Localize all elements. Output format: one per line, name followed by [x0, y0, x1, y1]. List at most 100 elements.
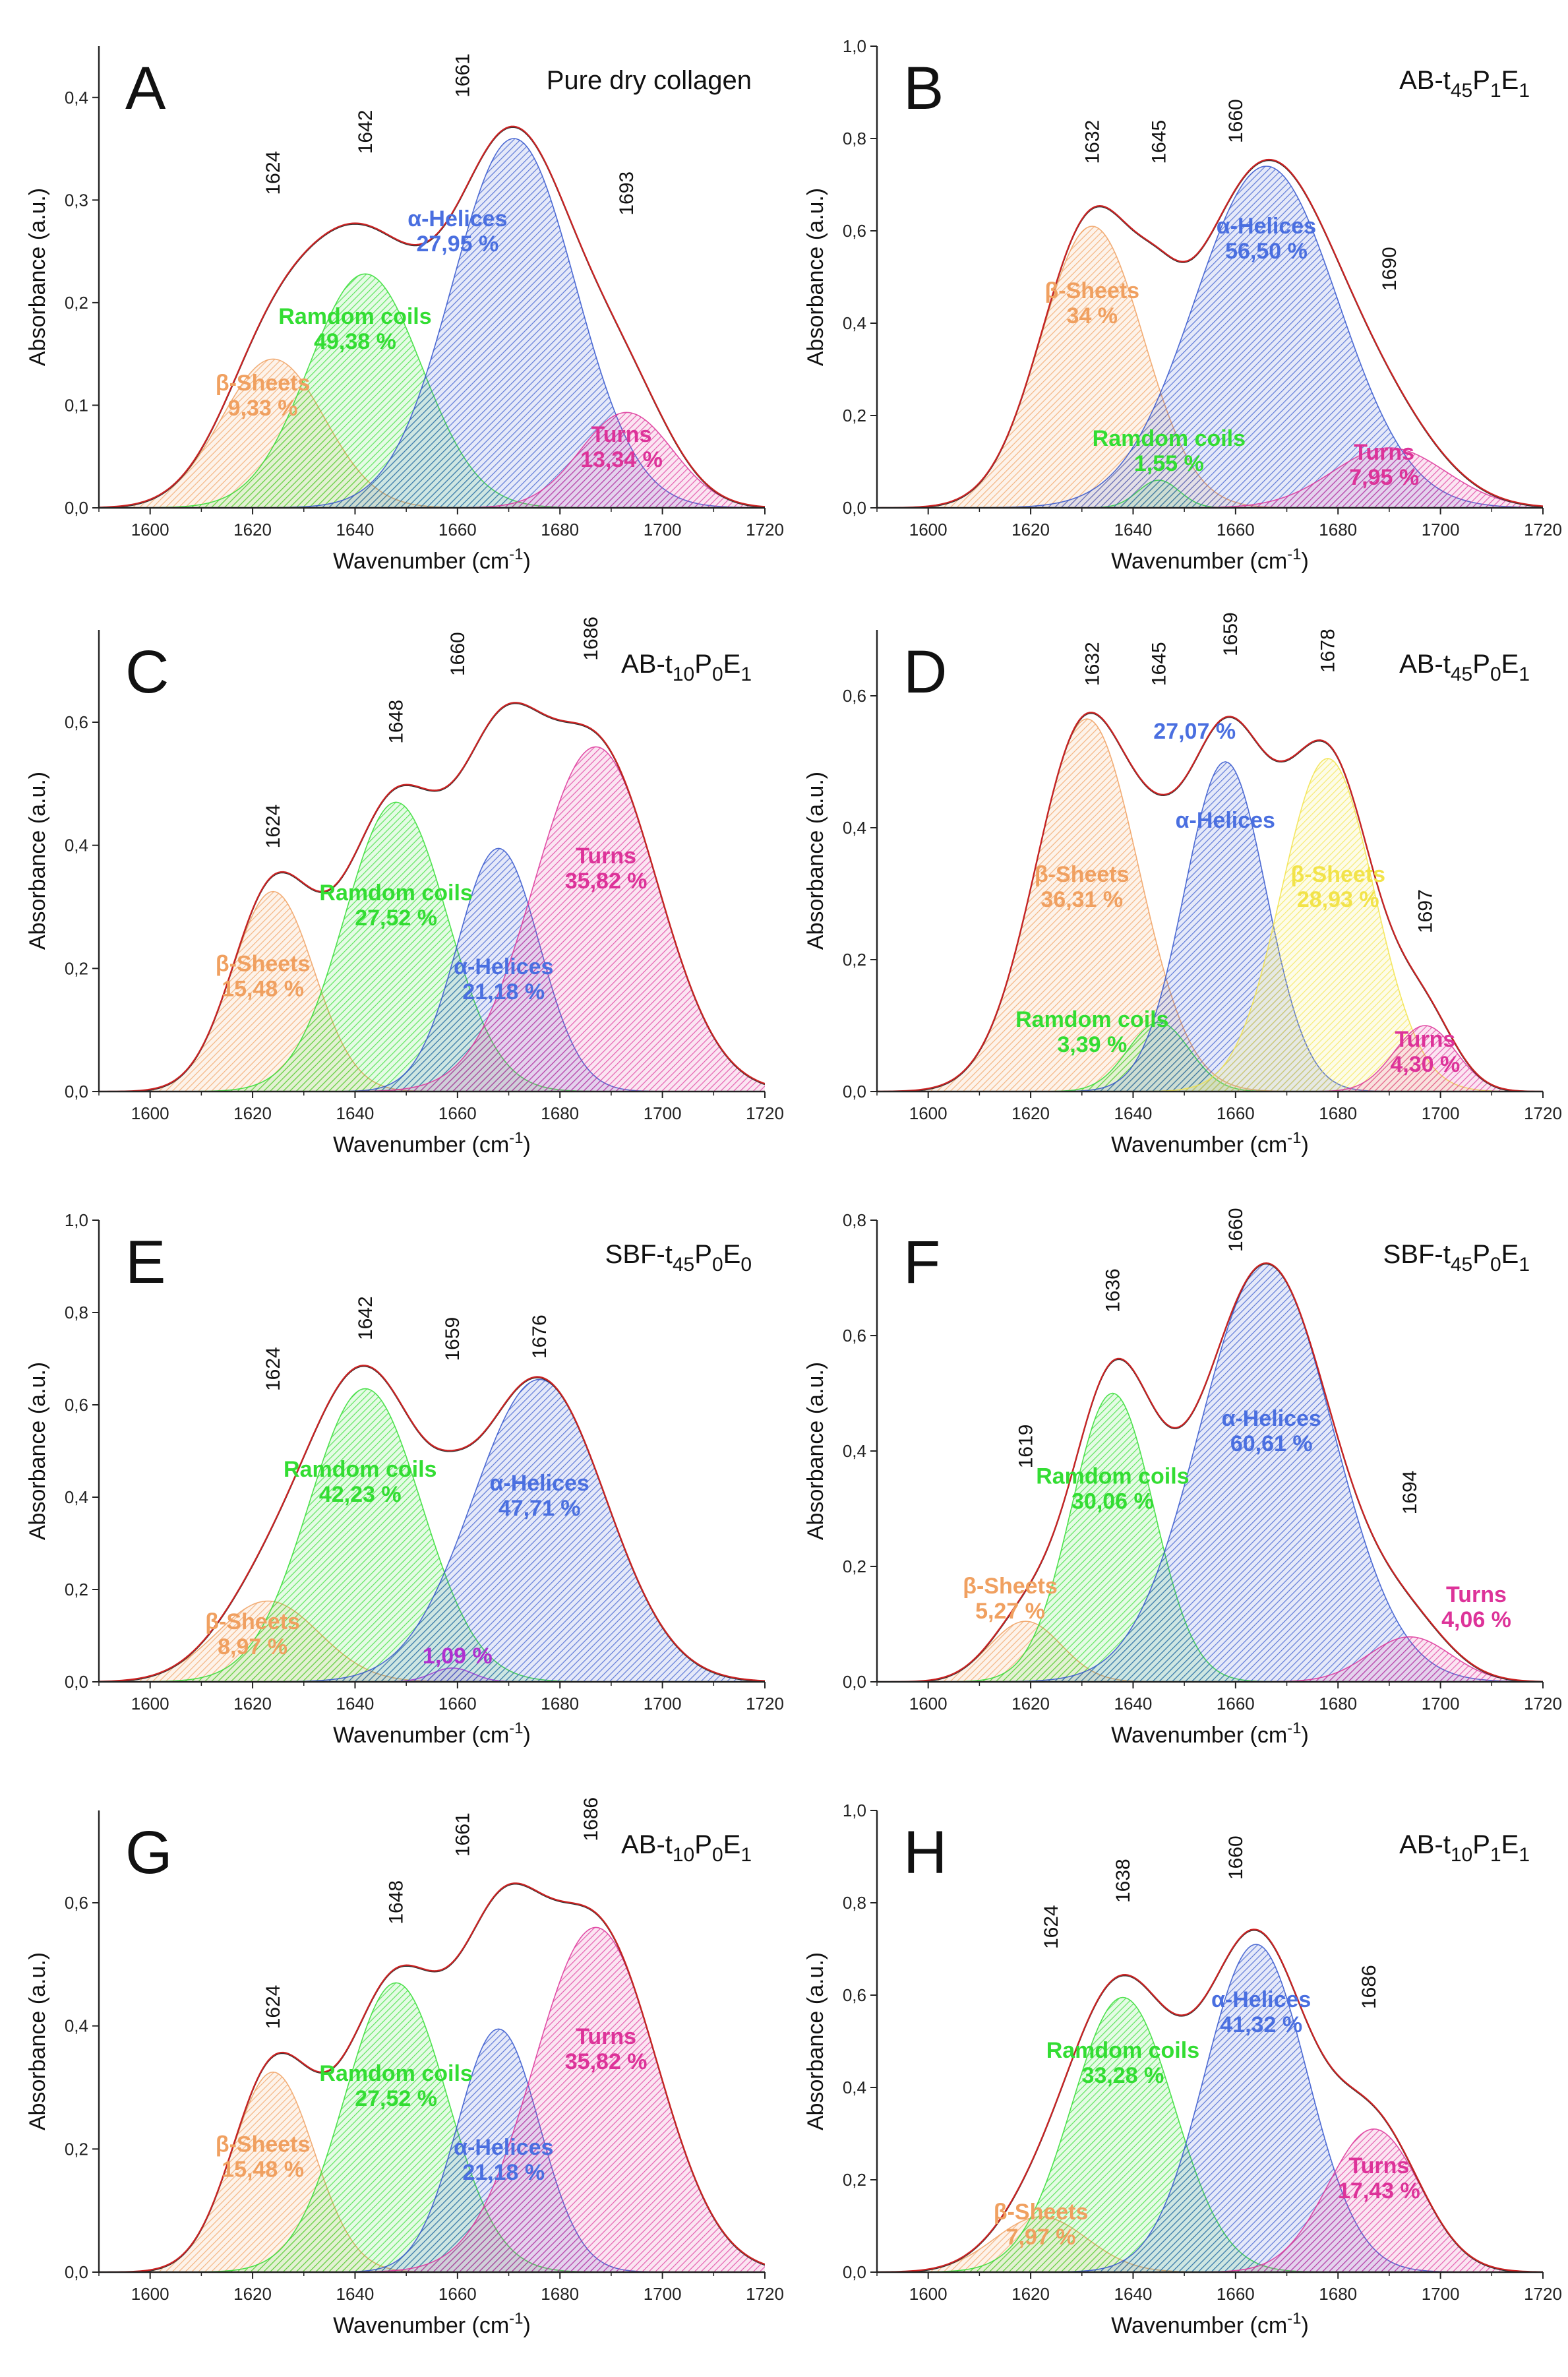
peak-wavenumber-label: 1678 [1317, 629, 1339, 673]
y-axis-title: Absorbance (a.u.) [25, 772, 50, 950]
y-tick-label: 0,6 [843, 1326, 866, 1345]
x-tick-label: 1620 [1011, 1103, 1050, 1123]
panel-letter: F [903, 1229, 940, 1296]
component-area-turns [877, 1026, 1543, 1092]
y-tick-label: 0,2 [65, 293, 88, 313]
x-tick-label: 1660 [1217, 1103, 1255, 1123]
component-percent-label: 1,55 % [1134, 451, 1204, 476]
x-tick-label: 1680 [541, 1694, 579, 1713]
component-area-ramdom-coils [877, 1997, 1543, 2272]
component-percent-label: 5,27 % [975, 1599, 1045, 1624]
component-percent-label: 35,82 % [565, 2049, 648, 2074]
y-axis-title: Absorbance (a.u.) [803, 1362, 828, 1540]
peak-wavenumber-label: 1690 [1379, 247, 1401, 291]
component-area-turns [99, 412, 765, 508]
peak-wavenumber-label: 1660 [447, 632, 469, 676]
component-curve [877, 1621, 1543, 1682]
component-percent-label: 27,52 % [355, 906, 437, 931]
chart-panel-g: 1600 1620 1640 1660 1680 1700 1720 0,0 0,2 0,4 0,6… [25, 1797, 784, 2338]
peak-wavenumber-label: 1636 [1102, 1268, 1124, 1312]
component-percent-label: 35,82 % [565, 869, 648, 894]
component-name-label: Ramdom coils [319, 2061, 472, 2086]
sample-title: AB-t10P0E1 [621, 1830, 752, 1866]
x-tick-label: 1680 [541, 520, 579, 540]
peak-wavenumber-label: 1659 [1220, 612, 1242, 656]
peak-wavenumber-label: 1624 [262, 151, 284, 195]
component-area-sheets [877, 758, 1543, 1092]
fitted-envelope [877, 158, 1543, 508]
y-tick-label: 0,0 [843, 1672, 866, 1692]
x-tick-label: 1660 [438, 1694, 477, 1713]
x-tick-label: 1660 [1217, 1694, 1255, 1713]
component-name-label: β-Sheets [205, 1609, 300, 1634]
component-name-label: Ramdom coils [1036, 1464, 1189, 1489]
y-axis-title: Absorbance (a.u.) [803, 188, 828, 366]
y-tick-label: 0,6 [65, 1893, 88, 1913]
component-area-helices [99, 139, 765, 508]
component-percent-label: 42,23 % [319, 1482, 402, 1507]
component-name-label: Turns [576, 844, 636, 869]
x-tick-label: 1700 [644, 2284, 682, 2304]
component-percent-label: 3,39 % [1057, 1032, 1127, 1057]
component-name-label: β-Sheets [216, 371, 311, 396]
fitted-envelope [99, 1882, 765, 2272]
component-area-sheets [877, 226, 1543, 508]
x-tick-label: 1620 [1011, 2284, 1050, 2304]
x-tick-label: 1720 [1524, 2284, 1562, 2304]
peak-wavenumber-label: 1624 [262, 1347, 284, 1391]
x-tick-label: 1640 [1114, 520, 1153, 540]
component-area-ramdom-coils [99, 1983, 765, 2272]
x-tick-label: 1720 [1524, 1694, 1562, 1713]
component-area-turns [99, 1927, 765, 2272]
fitted-envelope [99, 125, 765, 508]
y-tick-label: 0,6 [65, 1395, 88, 1415]
x-axis-title: Wavenumber (cm-1) [333, 1129, 531, 1158]
fitted-envelope [877, 1262, 1543, 1682]
component-area-helices [877, 166, 1543, 508]
x-tick-label: 1620 [1011, 520, 1050, 540]
x-tick-label: 1640 [336, 2284, 375, 2304]
y-tick-label: 0,6 [843, 1985, 866, 2005]
component-name-label: Turns [591, 422, 651, 447]
x-tick-label: 1720 [746, 1694, 784, 1713]
peak-wavenumber-label: 1642 [355, 110, 377, 154]
x-tick-label: 1600 [131, 1103, 169, 1123]
x-tick-label: 1600 [131, 1694, 169, 1713]
component-name-label: β-Sheets [994, 2200, 1089, 2225]
component-name-label: Ramdom coils [278, 304, 431, 329]
component-name-label: Ramdom coils [1015, 1007, 1168, 1032]
y-tick-label: 0,8 [843, 1210, 866, 1230]
peak-wavenumber-label: 1632 [1081, 642, 1103, 686]
component-area-helices [99, 848, 765, 1092]
panel-letter: G [125, 1819, 173, 1886]
y-tick-label: 0,8 [65, 1303, 88, 1322]
component-percent-label: 21,18 % [462, 2160, 545, 2185]
chart-panel-h: 1600 1620 1640 1660 1680 1700 1720 0,0 0,2 0,4 0,6… [803, 1801, 1562, 2338]
y-tick-label: 1,0 [65, 1210, 88, 1230]
component-percent-label: 49,38 % [314, 329, 396, 354]
sample-title: AB-t45P0E1 [1399, 650, 1530, 685]
component-area-helices [99, 2029, 765, 2272]
x-axis-title: Wavenumber (cm-1) [333, 545, 531, 574]
component-percent-label: 4,30 % [1390, 1052, 1460, 1077]
chart-panel-e: 1600 1620 1640 1660 1680 1700 1720 0,0 0,2 0,4 0,6… [25, 1210, 784, 1748]
component-name-label: α-Helices [1222, 1406, 1321, 1431]
x-tick-label: 1600 [909, 520, 948, 540]
chart-panel-b: 1600 1620 1640 1660 1680 1700 1720 0,0 0,2 0,4 0,6… [803, 36, 1562, 574]
component-percent-label: 9,33 % [228, 396, 298, 421]
x-axis-title: Wavenumber (cm-1) [1111, 2310, 1309, 2338]
x-tick-label: 1700 [1422, 1694, 1460, 1713]
y-axis-title: Absorbance (a.u.) [25, 1362, 50, 1540]
y-tick-label: 0,4 [65, 88, 88, 108]
component-percent-label: 7,95 % [1349, 465, 1419, 490]
component-area-turns [99, 747, 765, 1092]
peak-wavenumber-label: 1659 [442, 1317, 464, 1361]
y-tick-label: 0,6 [65, 712, 88, 732]
y-axis-title: Absorbance (a.u.) [803, 1952, 828, 2130]
x-tick-label: 1620 [1011, 1694, 1050, 1713]
component-percent-label: 36,31 % [1040, 887, 1123, 912]
y-tick-label: 0,2 [843, 1557, 866, 1576]
y-axis-title: Absorbance (a.u.) [25, 1952, 50, 2130]
panel-letter: A [125, 55, 166, 122]
x-tick-label: 1720 [746, 2284, 784, 2304]
